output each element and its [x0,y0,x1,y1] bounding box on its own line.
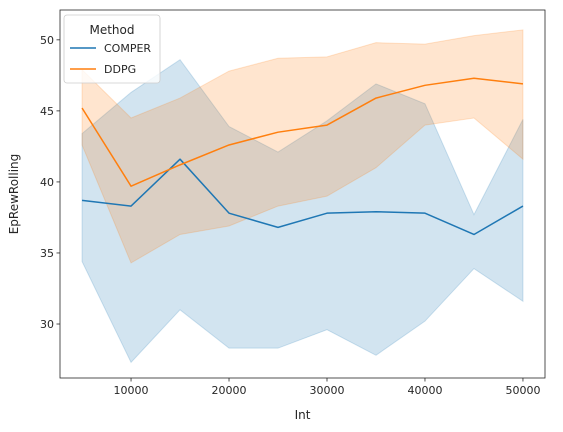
x-axis-ticks: 10000 20000 30000 40000 50000 [114,378,540,397]
y-tick-label: 50 [40,34,54,47]
y-tick-label: 30 [40,318,54,331]
x-tick-label: 30000 [309,384,344,397]
y-axis-ticks: 30 35 40 45 50 [40,34,60,331]
plot-frame [59,9,546,379]
legend-label-comper: COMPER [104,42,151,55]
x-tick-label: 50000 [505,384,540,397]
legend-title: Method [89,23,134,37]
x-tick-label: 10000 [114,384,149,397]
y-tick-label: 40 [40,176,54,189]
band-comper [81,59,524,364]
series-lines [81,77,524,236]
x-tick-label: 40000 [407,384,442,397]
legend: Method COMPER DDPG [63,14,161,84]
line-comper [81,158,524,236]
x-axis-label: Int [295,408,311,422]
x-tick-label: 20000 [212,384,247,397]
legend-label-ddpg: DDPG [104,63,136,76]
y-tick-label: 45 [40,105,54,118]
y-tick-label: 35 [40,247,54,260]
legend-entries: COMPER DDPG [70,42,151,76]
y-axis-label: EpRewRolling [7,154,21,235]
legend-box [63,14,161,84]
line-ddpg [81,77,524,187]
